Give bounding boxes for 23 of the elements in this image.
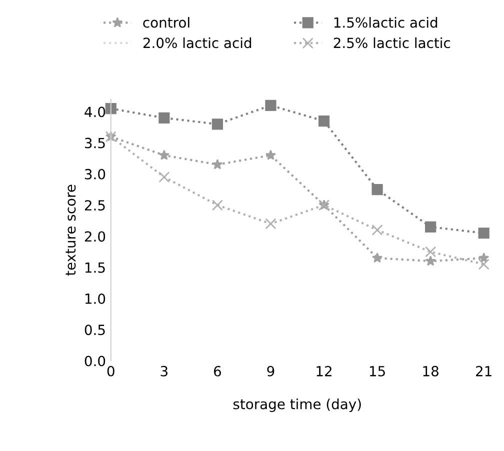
y-tick-label: 4.0	[84, 106, 106, 118]
y-tick-label: 3.5	[84, 138, 105, 148]
x-tick-label: 6	[214, 366, 221, 376]
y-tick-label: 1.5	[85, 262, 105, 273]
legend-label: control	[143, 17, 190, 28]
y-tick-label: 1.0	[85, 293, 106, 304]
x-tick-label: 9	[267, 366, 274, 376]
y-tick-label: 3.0	[84, 168, 106, 180]
x-tick-label: 15	[370, 366, 385, 376]
x-axis-title: storage time (day)	[233, 398, 361, 412]
x-tick-label: 3	[160, 366, 168, 376]
legend-label: 2.0% lactic acid	[143, 37, 252, 48]
y-tick-label: 0.0	[84, 356, 106, 366]
x-tick-label: 12	[316, 366, 332, 376]
x-tick-label: 21	[476, 366, 492, 376]
x-tick-label: 0	[107, 366, 114, 376]
y-tick-label: 2.5	[84, 200, 105, 211]
legend-label: 1.5%lactic acid	[334, 17, 438, 28]
x-tick-label: 18	[423, 366, 438, 376]
y-axis-title: texture score	[66, 184, 76, 276]
legend-label: 2.5% lactic lactic	[334, 37, 450, 48]
y-tick-label: 0.5	[84, 324, 105, 336]
y-tick-label: 2.0	[84, 231, 106, 242]
